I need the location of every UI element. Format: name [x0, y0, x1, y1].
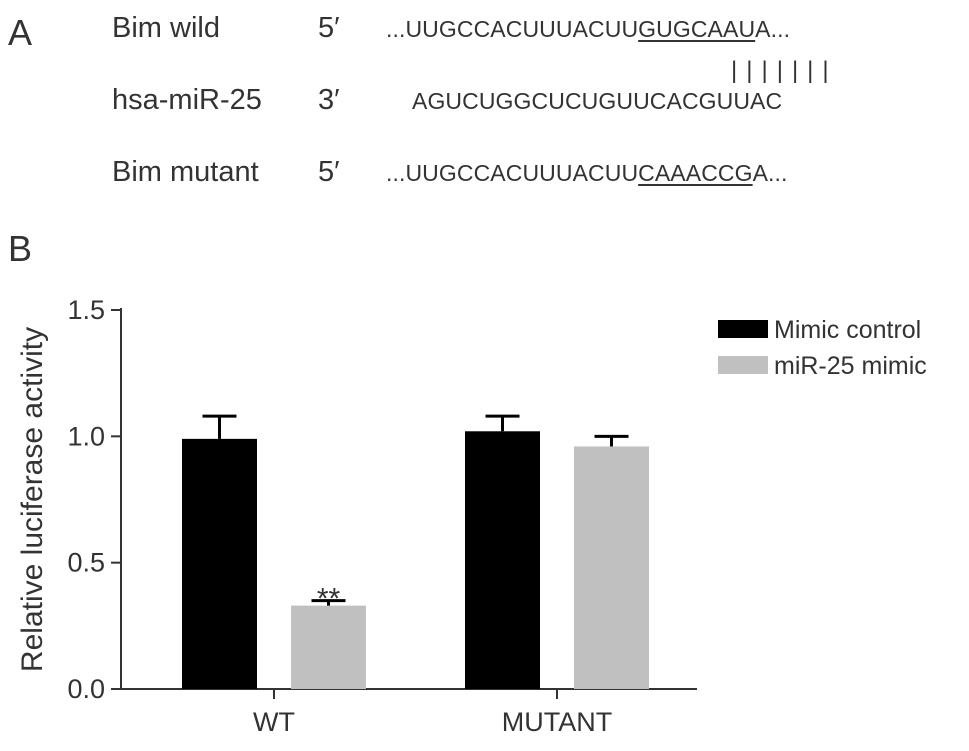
sequence-name: Bim mutant — [112, 156, 259, 188]
legend-label: Mimic control — [774, 316, 921, 344]
sequence-end: 3′ — [318, 84, 340, 116]
bar — [574, 446, 649, 689]
x-tick-label: WT — [253, 707, 295, 737]
sequence-name: hsa-miR-25 — [112, 84, 262, 116]
sequence-suffix: A... — [755, 16, 791, 42]
legend-swatch — [718, 356, 768, 374]
y-tick-label: 0.0 — [67, 674, 105, 704]
sequence-suffix: A... — [752, 160, 788, 186]
sequence-end: 5′ — [318, 12, 340, 44]
y-tick-label: 1.0 — [67, 421, 105, 451]
sequence-text: ...UUGCCACUUUACUUGUGCAAUA... — [386, 16, 790, 43]
y-axis-title: Relative luciferase activity — [16, 327, 49, 672]
y-tick-label: 0.5 — [67, 548, 105, 578]
base-pairing-lines: ||||||| — [731, 57, 838, 84]
legend-swatch — [718, 320, 768, 338]
sequence-prefix: ...UUGCCACUUUACUU — [386, 16, 639, 42]
panel-a-label: A — [8, 12, 33, 53]
x-tick-label: MUTANT — [502, 707, 612, 737]
sequence-prefix: ...UUGCCACUUUACUU — [386, 160, 639, 186]
sequence-name: Bim wild — [112, 12, 220, 44]
sequence-prefix: AGUCUGGCUCUGUUCACGUUAC — [412, 88, 783, 114]
bar — [291, 605, 366, 689]
sequence-end: 5′ — [318, 156, 340, 188]
sequence-text: ...UUGCCACUUUACUUCAAACCGA... — [386, 160, 788, 187]
seed-site: GUGCAAU — [638, 16, 756, 42]
significance-marker: ** — [317, 583, 341, 616]
panel-b-label: B — [8, 228, 33, 269]
bar — [182, 438, 257, 689]
mutated-site: CAAACCG — [638, 160, 753, 186]
bar — [465, 431, 540, 689]
sequence-text: AGUCUGGCUCUGUUCACGUUAC — [412, 88, 782, 115]
y-tick-label: 1.5 — [67, 295, 105, 325]
legend-label: miR-25 mimic — [774, 352, 927, 380]
